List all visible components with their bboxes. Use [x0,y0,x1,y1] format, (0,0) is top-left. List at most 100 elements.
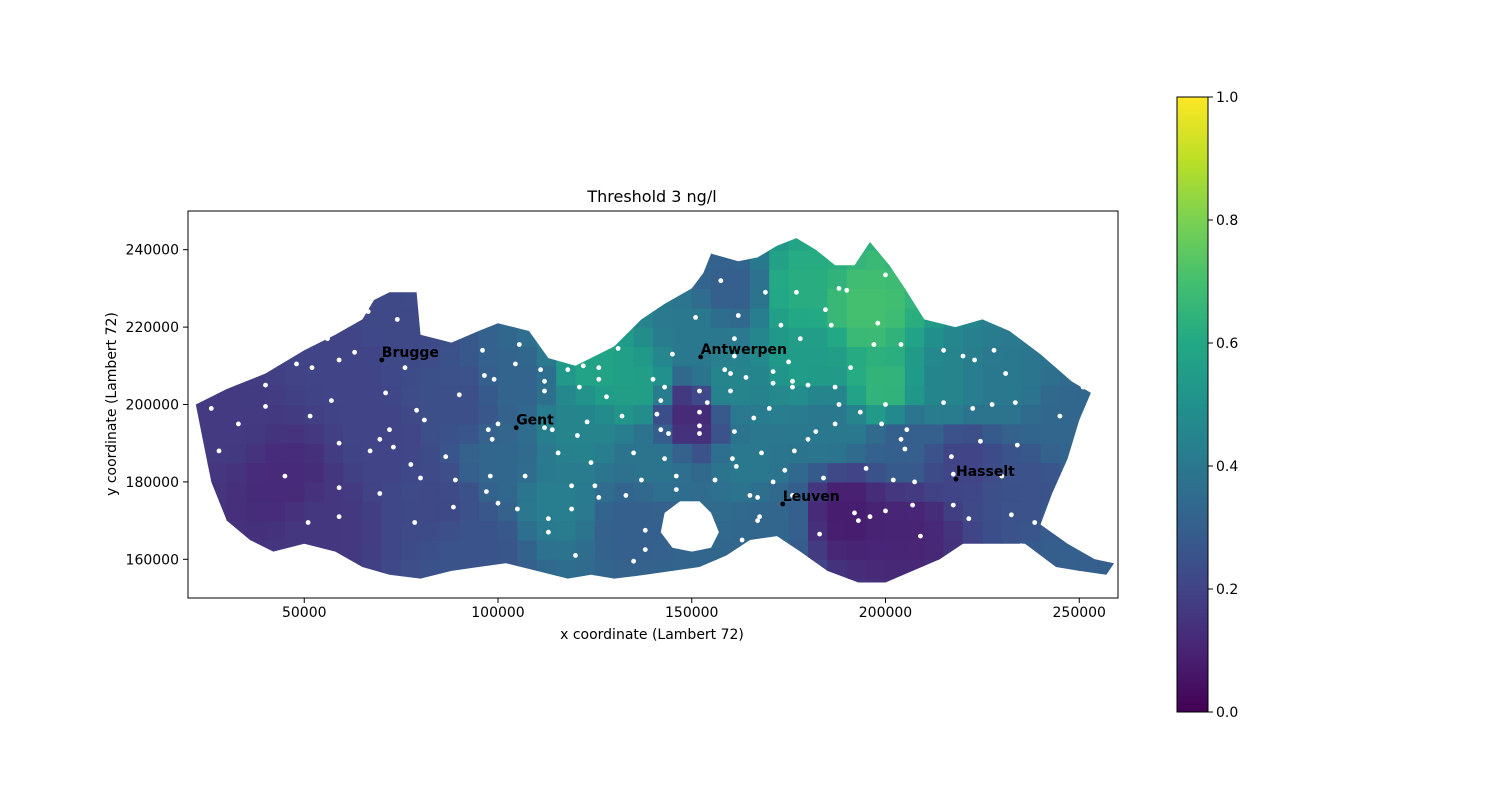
heatmap-cell [769,443,790,464]
heatmap-cell [1001,238,1022,251]
heatmap-cell [246,559,267,580]
city-marker [513,425,519,431]
heatmap-cell [847,211,867,231]
heatmap-cell [730,559,751,580]
heatmap-cell [440,211,460,231]
heatmap-cell [265,269,286,289]
heatmap-cell [982,365,1003,386]
heatmap-cell [827,327,848,348]
heatmap-cell [381,462,402,483]
heatmap-cell [594,346,615,367]
heatmap-cell [963,385,983,406]
heatmap-cell [195,578,208,583]
heatmap-cell [846,249,867,270]
sample-point [546,516,551,522]
heatmap-cell [982,327,1003,348]
heatmap-cell [672,404,693,425]
sample-point [718,278,724,284]
heatmap-cell [478,462,499,483]
heatmap-cell [381,423,402,444]
sample-point [336,440,342,446]
heatmap-cell [730,327,751,348]
heatmap-cell [827,249,848,270]
heatmap-cell [866,404,887,425]
heatmap-cell [614,238,635,251]
city-label: Brugge [382,345,439,361]
heatmap-cell [672,481,693,502]
heatmap-cell [536,327,557,348]
heatmap-cell [304,307,325,328]
heatmap-cell [478,269,499,289]
sample-point [770,479,776,485]
heatmap-cell [594,443,615,464]
heatmap-cell [421,211,441,231]
heatmap-cell [265,559,286,580]
heatmap-cell [866,238,887,251]
heatmap-cell [943,238,964,251]
heatmap-cell [711,288,732,309]
heatmap-cell [517,559,538,580]
heatmap-cell [808,385,828,406]
sample-point [763,289,768,295]
heatmap-cell [672,559,693,580]
city-label: Hasselt [956,464,1015,480]
heatmap-cell [195,539,208,560]
heatmap-cell [827,365,848,386]
sample-point [730,456,735,462]
heatmap-cell [904,501,925,522]
heatmap-cell [963,501,983,522]
heatmap-cell [343,288,363,309]
heatmap-cell [730,501,751,522]
heatmap-cell [924,327,945,348]
heatmap-cell [420,346,441,367]
heatmap-cell [886,211,906,231]
heatmap-cell [1059,385,1080,406]
heatmap-cell [556,238,577,251]
heatmap-cell [439,365,460,386]
heatmap-cell [556,211,576,231]
heatmap-cell [943,578,964,583]
heatmap-cell [195,404,208,425]
heatmap-cell [556,269,577,289]
sample-point [513,361,518,367]
heatmap-cell [1098,539,1115,560]
sample-point [950,471,956,477]
sample-point [989,402,995,407]
sample-point [263,382,268,388]
heatmap-cell [478,238,499,251]
heatmap-cell [459,385,480,406]
sample-point [336,514,342,520]
heatmap-cell [266,211,286,231]
heatmap-cell [517,269,538,289]
sample-point [387,427,392,433]
heatmap-cell [730,481,751,502]
heatmap-cell [1040,462,1061,483]
heatmap-cell [904,443,925,464]
sample-point [596,365,602,371]
heatmap-cell [381,249,402,270]
heatmap-cell [246,481,267,502]
x-tick-label: 100000 [471,605,524,621]
heatmap-cell [904,269,925,289]
city-markers: Brugge Gent Antwerpen Leuven Hasselt [379,342,1015,507]
heatmap-cell [517,481,538,502]
heatmap-cell [711,365,732,386]
heatmap-cell [575,238,596,251]
heatmap-cell [556,559,577,580]
heatmap-cell [304,346,325,367]
heatmap-cell [459,249,480,270]
heatmap-cell [246,501,267,522]
heatmap-cell [343,365,363,386]
heatmap-cell [1001,288,1022,309]
heatmap-cell [866,559,887,580]
heatmap-cell [846,520,867,541]
heatmap-cell [982,578,1003,583]
heatmap-cell [381,520,402,541]
sample-point [832,384,838,390]
heatmap-cell [788,238,809,251]
heatmap-cell [885,327,906,348]
heatmap-cell [691,385,712,406]
heatmap-cell [672,501,693,522]
heatmap-cell [808,423,828,444]
heatmap-cell [730,238,751,251]
